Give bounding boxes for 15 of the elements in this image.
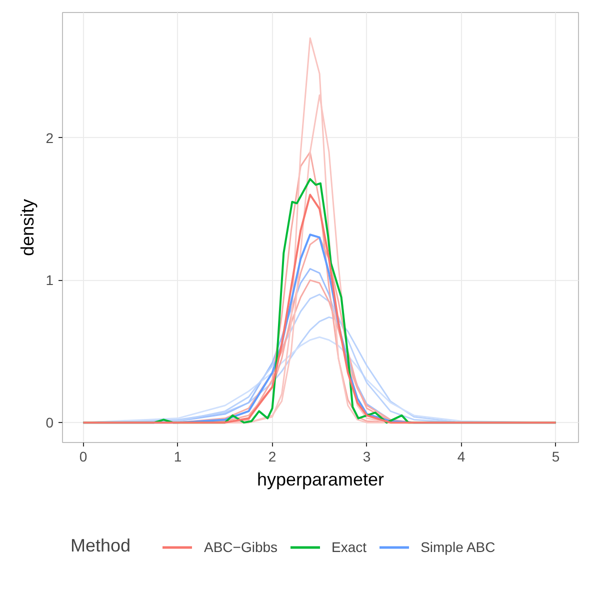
x-tick-label: 0: [79, 448, 88, 464]
legend-title: Method: [70, 536, 131, 556]
x-tick-label: 2: [268, 448, 276, 464]
legend-label: Simple ABC: [420, 539, 496, 555]
y-tick-label: 0: [46, 414, 54, 431]
x-tick-label: 5: [552, 448, 560, 464]
x-axis-title: hyperparameter: [256, 470, 384, 490]
y-tick-label: 2: [46, 130, 54, 146]
legend-label: ABC−Gibbs: [204, 539, 278, 555]
legend-label: Exact: [332, 539, 367, 555]
x-tick-label: 3: [362, 448, 371, 464]
x-tick-label: 1: [174, 448, 182, 464]
x-tick-label: 4: [457, 448, 466, 464]
y-axis-title: density: [18, 198, 38, 256]
y-tick-label: 1: [46, 272, 54, 288]
